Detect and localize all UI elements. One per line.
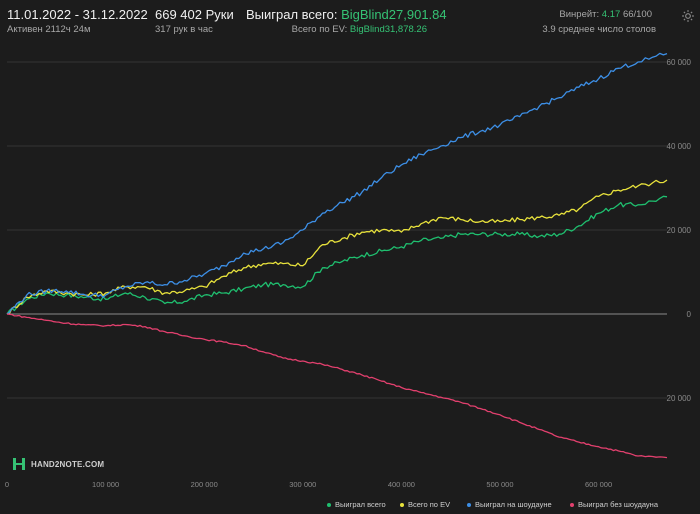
winrate-suffix: 66/100 — [622, 9, 652, 20]
y-axis: 60 000 40 000 20 000 0 20 000 — [667, 58, 692, 403]
legend-item[interactable]: Выиграл всего — [327, 500, 386, 509]
legend-item[interactable]: Всего по EV — [400, 500, 450, 509]
hands-count: 669 402 Руки — [155, 7, 234, 22]
legend-dot — [327, 502, 331, 507]
total-won-label: Выиграл всего: — [246, 7, 338, 22]
total-won: Выиграл всего: BigBlind27,901.84 — [246, 7, 447, 22]
active-time: Активен 2112ч 24м — [7, 24, 91, 35]
series-line — [6, 313, 668, 459]
winrate-value: 4.17 — [601, 9, 621, 20]
gear-icon[interactable] — [681, 9, 695, 23]
x-tick-label: 300 000 — [289, 480, 316, 489]
total-ev: Всего по EV: BigBlind31,878.26 — [292, 24, 427, 35]
series-lines — [6, 52, 668, 459]
series-line — [6, 195, 668, 315]
avg-tables: 3.9 среднее число столов — [542, 24, 656, 35]
logo-text: HAND2NOTE.COM — [31, 459, 105, 469]
hand2note-logo-icon — [13, 458, 25, 470]
x-tick-label: 100 000 — [92, 480, 119, 489]
chart-legend: Выиграл всего Всего по EV Выиграл на шоуда… — [0, 500, 700, 512]
total-ev-label: Всего по EV: — [291, 24, 348, 35]
x-tick-label: 600 000 — [585, 480, 612, 489]
legend-item[interactable]: Выиграл на шоудауне — [467, 500, 552, 509]
legend-dot — [570, 502, 574, 507]
x-tick-label: 500 000 — [486, 480, 513, 489]
legend-item[interactable]: Выиграл без шоудауна — [570, 500, 658, 509]
winrate: Винрейт: 4.17 66/100 — [559, 9, 652, 20]
winrate-label: Винрейт: — [559, 9, 600, 20]
y-tick-label: 60 000 — [667, 58, 692, 67]
x-tick-label: 200 000 — [191, 480, 218, 489]
legend-label: Выиграл без шоудауна — [578, 500, 658, 509]
legend-dot — [400, 502, 404, 507]
date-range[interactable]: 11.01.2022 - 31.12.2022 — [7, 7, 148, 22]
series-line — [6, 52, 668, 315]
y-tick-label: 40 000 — [667, 142, 692, 151]
legend-label: Выиграл на шоудауне — [475, 500, 552, 509]
legend-label: Выиграл всего — [335, 500, 386, 509]
y-tick-label: 20 000 — [667, 394, 692, 403]
total-won-value: BigBlind27,901.84 — [341, 7, 447, 22]
hands-per-hour: 317 рук в час — [155, 24, 213, 35]
x-tick-label: 0 — [5, 480, 9, 489]
legend-label: Всего по EV — [408, 500, 451, 509]
series-line — [6, 179, 668, 315]
hand2note-logo: HAND2NOTE.COM — [12, 457, 104, 471]
stats-header: 11.01.2022 - 31.12.2022 Активен 2112ч 24… — [0, 0, 700, 40]
y-tick-label: 20 000 — [667, 226, 692, 235]
y-tick-label: 0 — [687, 310, 692, 319]
legend-dot — [467, 502, 471, 507]
x-axis: 0 100 000 200 000 300 000 400 000 500 000 600 … — [5, 480, 612, 489]
total-ev-value: BigBlind31,878.26 — [349, 24, 427, 35]
x-tick-label: 400 000 — [388, 480, 415, 489]
chart-grid — [7, 61, 667, 399]
